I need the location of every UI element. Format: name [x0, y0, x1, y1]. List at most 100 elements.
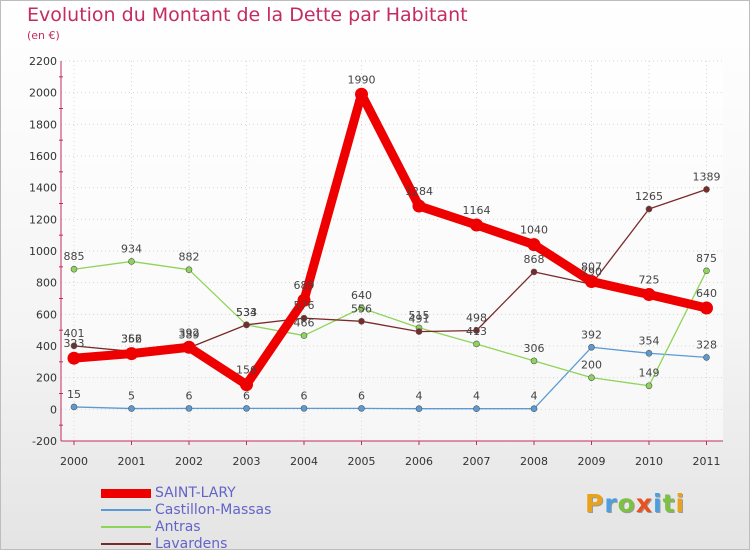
data-point-saint-lary: [527, 238, 541, 252]
plot-area: [61, 61, 723, 441]
data-label-lavardens: 556: [351, 302, 372, 315]
data-point-castillon-massas: [243, 405, 250, 412]
legend-label-lavardens: Lavardens: [155, 536, 228, 552]
data-label-castillon-massas: 6: [243, 389, 250, 402]
data-label-lavardens: 1265: [635, 190, 663, 203]
data-label-antras: 533: [236, 306, 257, 319]
data-label-saint-lary: 1040: [520, 224, 548, 237]
data-point-castillon-massas: [415, 405, 423, 413]
x-tick-label: 2010: [635, 455, 663, 468]
data-label-lavardens: 491: [409, 313, 430, 326]
label-layer: 15 5 6 6 6 6 4 4 4 392 354 328 885 934 882 533 466 640 515…: [64, 73, 721, 402]
series-line-castillon-massas: [73, 346, 708, 410]
data-label-castillon-massas: 354: [639, 334, 660, 347]
legend-swatch-castillon-massas: [101, 509, 151, 511]
y-tick-label: 1800: [29, 118, 57, 131]
data-label-antras: 466: [294, 317, 315, 330]
y-tick-label: 1600: [29, 150, 57, 163]
data-label-antras: 306: [524, 342, 545, 355]
data-point-antras: [473, 340, 480, 348]
legend-item-castillon-massas: Castillon-Massas: [101, 502, 361, 519]
data-point-castillon-massas: [473, 405, 480, 413]
logo-letter: r: [604, 489, 618, 518]
chart-title: Evolution du Montant de la Dette par Hab…: [27, 4, 468, 26]
legend-item-lavardens: Lavardens: [101, 536, 361, 553]
data-point-castillon-massas: [128, 405, 135, 412]
legend-label-antras: Antras: [155, 519, 201, 535]
data-point-lavardens: [300, 314, 308, 322]
x-tick-label: 2006: [405, 455, 433, 468]
data-point-antras: [703, 267, 710, 275]
x-tick-label: 2001: [118, 455, 146, 468]
data-point-saint-lary: [642, 288, 656, 302]
data-label-lavardens: 401: [64, 327, 85, 340]
data-label-castillon-massas: 6: [358, 389, 365, 402]
data-label-saint-lary: 1990: [348, 73, 376, 86]
y-tick-label: 600: [36, 308, 57, 321]
y-tick-label: 1200: [29, 213, 57, 226]
data-point-lavardens: [70, 342, 78, 350]
data-point-castillon-massas: [358, 405, 365, 412]
data-point-castillon-massas: [70, 403, 78, 411]
data-point-lavardens: [645, 205, 653, 213]
data-label-lavardens: 790: [581, 265, 602, 278]
logo-letter: o: [617, 489, 636, 518]
data-point-saint-lary: [67, 351, 81, 365]
proxiti-logo: Proxiti: [585, 489, 685, 518]
axis-layer: -200 0 200 400 600 800 1000 1200 1400 1600 1800 200…: [29, 55, 723, 468]
y-tick-label: 800: [36, 277, 57, 290]
x-tick-label: 2002: [175, 455, 203, 468]
data-point-antras: [645, 382, 653, 390]
logo-letter: t: [662, 489, 676, 518]
y-tick-label: 2000: [29, 87, 57, 100]
data-label-lavardens: 576: [294, 299, 315, 312]
x-tick-label: 2007: [463, 455, 491, 468]
data-point-antras: [185, 266, 193, 273]
data-label-antras: 875: [696, 252, 717, 265]
y-tick-label: 0: [50, 403, 57, 416]
data-point-castillon-massas: [530, 405, 538, 413]
data-label-castillon-massas: 4: [473, 390, 480, 403]
logo-letter: i: [675, 489, 686, 518]
x-tick-label: 2003: [233, 455, 261, 468]
data-label-antras: 882: [179, 251, 200, 264]
data-point-saint-lary: [412, 199, 426, 213]
y-tick-label: 1400: [29, 182, 57, 195]
chart-subtitle: (en €): [27, 29, 60, 42]
data-label-castillon-massas: 6: [301, 389, 308, 402]
data-point-antras: [70, 265, 78, 273]
series-layer: [67, 87, 713, 413]
data-point-castillon-massas: [300, 405, 308, 412]
logo-letter: i: [653, 489, 663, 518]
series-line-saint-lary: [69, 89, 711, 390]
x-tick-label: 2000: [60, 455, 88, 468]
data-point-lavardens: [358, 317, 365, 325]
data-label-antras: 515: [409, 309, 430, 322]
data-label-antras: 885: [64, 250, 85, 263]
data-point-castillon-massas: [645, 349, 653, 357]
data-label-lavardens: 366: [121, 332, 142, 345]
data-point-lavardens: [415, 328, 423, 335]
data-point-saint-lary: [240, 378, 253, 392]
data-label-castillon-massas: 5: [128, 390, 135, 403]
legend-swatch-antras: [101, 526, 151, 528]
data-label-lavardens: 1389: [693, 170, 721, 183]
legend-swatch-saint-lary: [101, 488, 151, 498]
x-tick-label: 2005: [348, 455, 376, 468]
y-tick-label: -200: [32, 435, 57, 448]
data-label-castillon-massas: 6: [186, 389, 193, 402]
data-label-saint-lary: 725: [639, 274, 660, 287]
data-label-castillon-massas: 328: [696, 338, 717, 351]
x-tick-label: 2009: [578, 455, 606, 468]
data-point-castillon-massas: [588, 343, 595, 351]
legend-label-castillon-massas: Castillon-Massas: [155, 502, 272, 518]
data-point-saint-lary: [182, 340, 196, 354]
data-label-antras: 149: [639, 367, 660, 380]
data-label-castillon-massas: 4: [416, 390, 423, 403]
data-point-saint-lary: [297, 293, 311, 307]
data-point-lavardens: [243, 321, 250, 329]
data-point-lavardens: [703, 186, 710, 193]
legend: SAINT-LARY Castillon-Massas Antras Lavarden…: [101, 485, 361, 553]
